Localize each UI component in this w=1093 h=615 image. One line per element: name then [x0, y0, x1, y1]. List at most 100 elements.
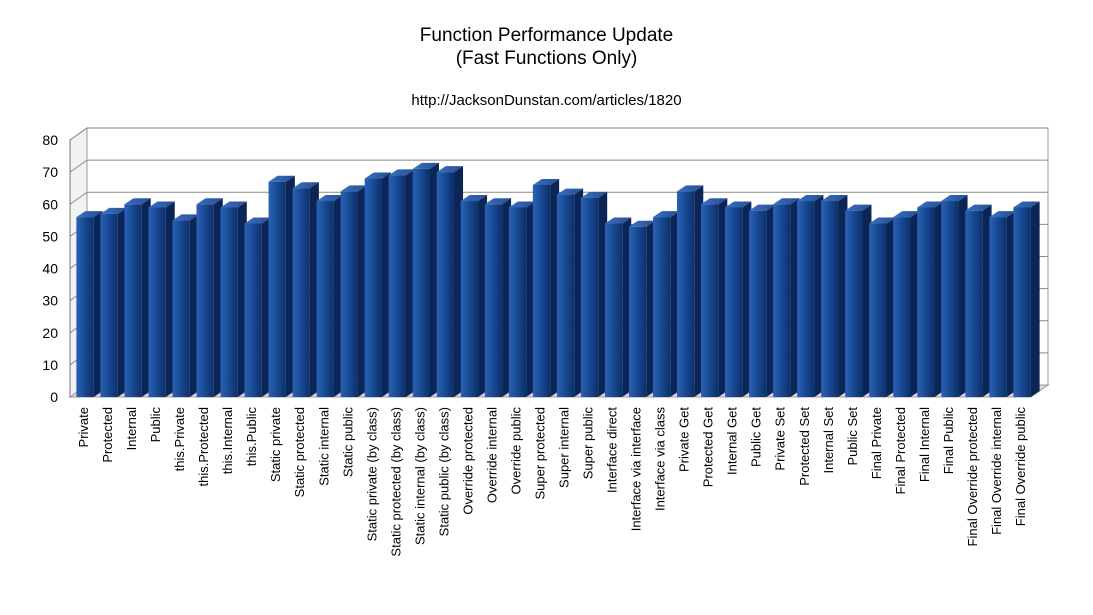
bar: [220, 201, 247, 397]
bar-top: [172, 214, 199, 221]
x-category-label: Interface via class: [653, 407, 668, 512]
y-tick-label: 80: [42, 132, 58, 148]
bar: [845, 204, 872, 397]
bar-front: [220, 207, 238, 397]
bar-top: [220, 201, 247, 208]
bar-top: [941, 195, 968, 202]
x-category-label: Super internal: [557, 407, 572, 488]
bar-top: [676, 185, 704, 192]
bar-top: [508, 201, 536, 208]
bar: [628, 220, 656, 397]
y-tick-label: 20: [42, 325, 58, 341]
bar-front: [797, 201, 815, 397]
bar-front: [244, 223, 262, 397]
bar: [436, 166, 464, 397]
x-category-label: Public Get: [749, 407, 764, 467]
x-category-label: Override protected: [460, 407, 475, 515]
x-category-label: Private: [76, 407, 91, 447]
bar-front: [580, 197, 599, 397]
bar-top: [701, 198, 728, 205]
bar: [725, 201, 752, 397]
x-category-label: Override internal: [484, 407, 499, 503]
bar-front: [1013, 207, 1031, 397]
x-category-label: Internal: [124, 407, 139, 450]
bar-top: [821, 195, 848, 202]
bar-top: [196, 198, 223, 205]
bar-top: [364, 172, 391, 179]
bar: [893, 211, 920, 397]
bar-top: [1013, 201, 1040, 208]
bar-front: [172, 220, 190, 397]
bar: [364, 172, 391, 397]
x-category-label: this.Protected: [196, 407, 211, 487]
bar-top: [893, 211, 920, 218]
bar-top: [773, 198, 800, 205]
x-category-label: Static internal: [316, 407, 331, 486]
bar: [556, 188, 584, 397]
x-category-label: Internal Set: [821, 407, 836, 474]
bar-front: [941, 201, 959, 397]
x-category-label: this.Private: [172, 407, 187, 471]
bar: [773, 198, 800, 397]
bar: [1013, 201, 1040, 397]
bar: [965, 204, 992, 397]
x-category-label: Interface via interface: [629, 407, 644, 531]
bar-top: [100, 207, 127, 214]
bar-front: [76, 217, 94, 397]
y-tick-label: 40: [42, 261, 58, 277]
bar-top: [244, 217, 271, 224]
bar: [652, 211, 680, 397]
chart-title-block: Function Performance Update (Fast Functi…: [0, 24, 1093, 70]
bar: [917, 201, 944, 397]
bar-front: [484, 204, 503, 397]
x-category-label: Protected: [100, 407, 115, 463]
y-tick-label: 30: [42, 293, 58, 309]
bar-side: [1030, 201, 1040, 397]
bar-top: [797, 195, 824, 202]
y-tick-label: 70: [42, 164, 58, 180]
bar-top: [412, 162, 440, 169]
bar: [268, 175, 295, 397]
bar-front: [965, 210, 983, 397]
bars: [76, 162, 1040, 397]
bar: [148, 201, 175, 397]
bar-front: [412, 168, 431, 397]
x-category-label: Protected Get: [701, 407, 716, 488]
bar: [701, 198, 728, 397]
bar-front: [821, 201, 839, 397]
x-category-label: Static protected: [292, 407, 307, 497]
bar-top: [725, 201, 752, 208]
bar-top: [460, 195, 488, 202]
bar-top: [436, 166, 464, 173]
x-category-label: Public Set: [845, 407, 860, 466]
bar: [797, 195, 824, 397]
bar: [989, 211, 1016, 397]
bar-front: [917, 207, 935, 397]
bar: [340, 185, 367, 397]
bar: [100, 207, 127, 397]
bar-front: [508, 207, 527, 397]
x-category-label: Static public (by class): [436, 407, 451, 536]
x-category-label: this.Public: [244, 407, 259, 467]
bar-front: [532, 184, 551, 397]
bar-front: [773, 204, 791, 397]
bar: [532, 178, 560, 397]
y-tick-label: 10: [42, 357, 58, 373]
bar-top: [965, 204, 992, 211]
bar-front: [292, 188, 310, 397]
bar-front: [676, 191, 695, 397]
bar-front: [556, 194, 575, 397]
x-category-label: Final Internal: [917, 407, 932, 482]
bar-top: [845, 204, 872, 211]
x-category-label: Override public: [508, 407, 523, 495]
bar: [508, 201, 536, 397]
x-category-label: Internal Get: [725, 407, 740, 475]
bar-top: [989, 211, 1016, 218]
bar-front: [436, 172, 455, 397]
x-category-label: Public: [148, 407, 163, 443]
x-category-label: Final Private: [869, 407, 884, 479]
x-category-label: Final Override internal: [989, 407, 1004, 535]
x-category-label: Final Override protected: [965, 407, 980, 546]
bar: [941, 195, 968, 397]
